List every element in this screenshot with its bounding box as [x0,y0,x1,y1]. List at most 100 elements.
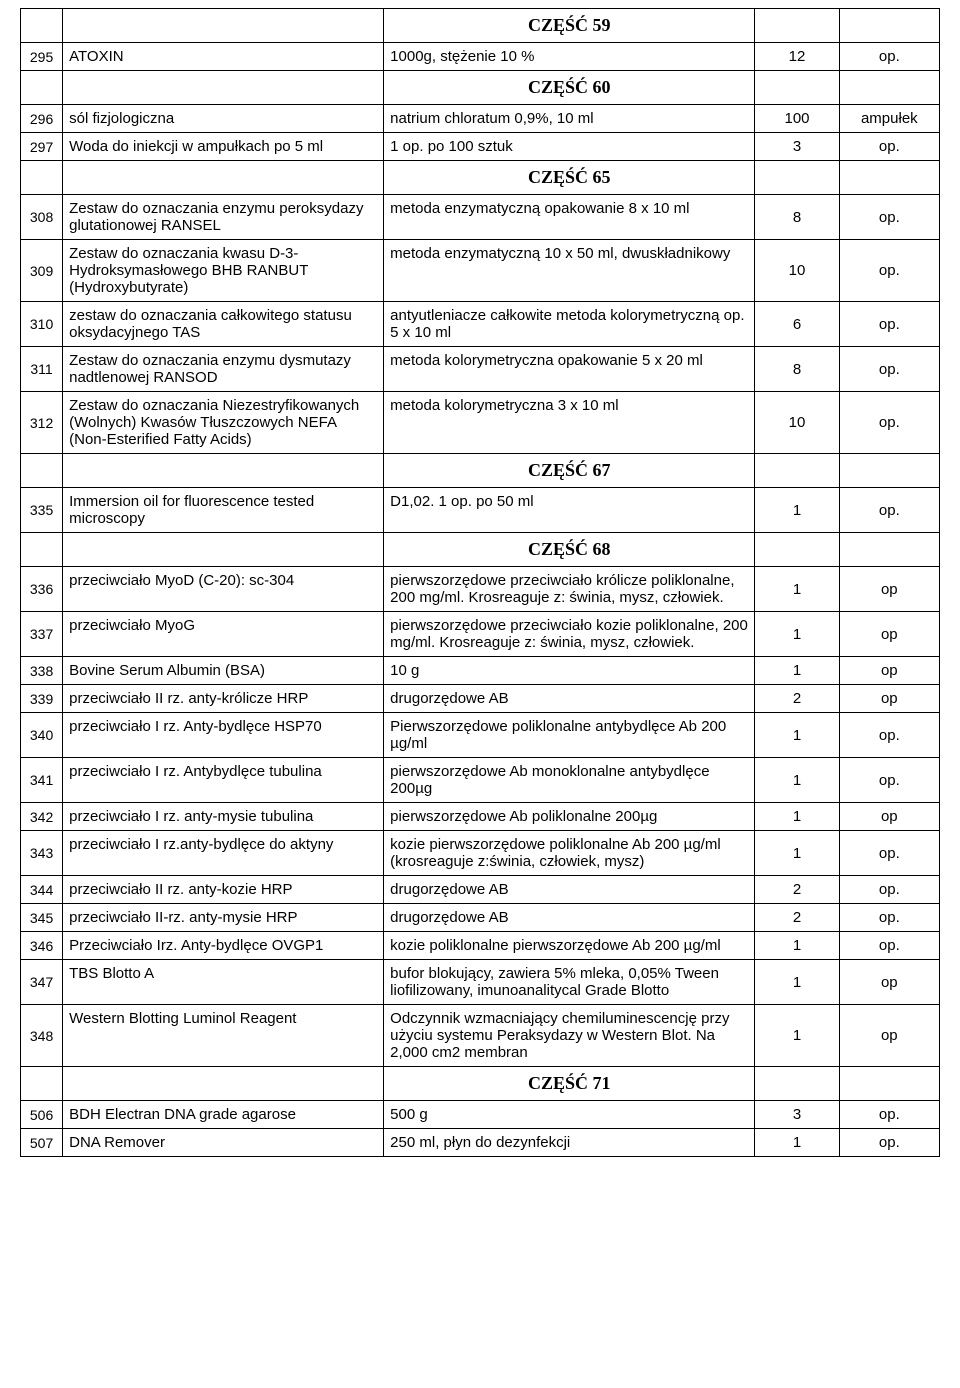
row-desc: 10 g [384,657,755,685]
row-qty: 6 [755,302,839,347]
row-num: 312 [21,392,63,454]
row-num: 346 [21,932,63,960]
row-qty [755,533,839,567]
row-qty: 1 [755,1129,839,1157]
row-name [63,533,384,567]
table-body: CZĘŚĆ 59295ATOXIN1000g, stężenie 10 %12o… [21,9,940,1157]
table-row: 296sól fizjologicznanatrium chloratum 0,… [21,105,940,133]
row-num: 340 [21,713,63,758]
row-name: przeciwciało II rz. anty-królicze HRP [63,685,384,713]
row-desc: metoda enzymatyczną opakowanie 8 x 10 ml [384,195,755,240]
row-desc: antyutleniacze całkowite metoda koloryme… [384,302,755,347]
section-title: CZĘŚĆ 68 [384,533,755,567]
row-name [63,1067,384,1101]
section-title: CZĘŚĆ 60 [384,71,755,105]
row-name: Woda do iniekcji w ampułkach po 5 ml [63,133,384,161]
row-name: Immersion oil for fluorescence tested mi… [63,488,384,533]
row-unit [839,161,939,195]
row-desc: metoda kolorymetryczna opakowanie 5 x 20… [384,347,755,392]
row-desc: pierwszorzędowe Ab poliklonalne 200µg [384,803,755,831]
row-unit: op. [839,133,939,161]
table-row: 507DNA Remover250 ml, płyn do dezynfekcj… [21,1129,940,1157]
table-row: 343przeciwciało I rz.anty-bydlęce do akt… [21,831,940,876]
row-unit: op. [839,488,939,533]
row-unit: op. [839,347,939,392]
row-name: Zestaw do oznaczania enzymu dysmutazy na… [63,347,384,392]
row-name: DNA Remover [63,1129,384,1157]
row-qty: 1 [755,831,839,876]
row-unit: op. [839,1101,939,1129]
section-title: CZĘŚĆ 59 [384,9,755,43]
row-num: 348 [21,1005,63,1067]
row-unit: op [839,1005,939,1067]
table-row: 340przeciwciało I rz. Anty-bydlęce HSP70… [21,713,940,758]
row-num: 295 [21,43,63,71]
row-num [21,1067,63,1101]
row-desc: drugorzędowe AB [384,876,755,904]
row-desc: metoda kolorymetryczna 3 x 10 ml [384,392,755,454]
row-name: przeciwciało II-rz. anty-mysie HRP [63,904,384,932]
table-row: 347TBS Blotto Abufor blokujący, zawiera … [21,960,940,1005]
table-row: CZĘŚĆ 71 [21,1067,940,1101]
section-title: CZĘŚĆ 65 [384,161,755,195]
row-qty: 1 [755,612,839,657]
table-row: CZĘŚĆ 60 [21,71,940,105]
row-desc: D1,02. 1 op. po 50 ml [384,488,755,533]
row-qty: 8 [755,347,839,392]
table-row: 336 przeciwciało MyoD (C-20): sc-304pier… [21,567,940,612]
row-unit: op [839,685,939,713]
table-row: 346Przeciwciało Irz. Anty-bydlęce OVGP1k… [21,932,940,960]
row-name: przeciwciało I rz.anty-bydlęce do aktyny [63,831,384,876]
row-num: 336 [21,567,63,612]
row-num: 338 [21,657,63,685]
row-qty: 3 [755,1101,839,1129]
row-unit: op. [839,758,939,803]
table-row: 345przeciwciało II-rz. anty-mysie HRPdru… [21,904,940,932]
row-unit: op [839,612,939,657]
row-name: Western Blotting Luminol Reagent [63,1005,384,1067]
row-qty: 8 [755,195,839,240]
row-unit: op. [839,904,939,932]
row-name: przeciwciało II rz. anty-kozie HRP [63,876,384,904]
table-row: 295ATOXIN1000g, stężenie 10 %12op. [21,43,940,71]
row-desc: 1000g, stężenie 10 % [384,43,755,71]
row-desc: 1 op. po 100 sztuk [384,133,755,161]
row-name: przeciwciało MyoD (C-20): sc-304 [63,567,384,612]
row-unit: op. [839,302,939,347]
row-num: 345 [21,904,63,932]
row-unit: op [839,960,939,1005]
row-desc: natrium chloratum 0,9%, 10 ml [384,105,755,133]
row-num [21,161,63,195]
row-num: 337 [21,612,63,657]
row-num: 296 [21,105,63,133]
row-qty: 1 [755,758,839,803]
row-name: Przeciwciało Irz. Anty-bydlęce OVGP1 [63,932,384,960]
row-unit [839,1067,939,1101]
row-name [63,9,384,43]
row-qty: 1 [755,960,839,1005]
row-name: przeciwciało MyoG [63,612,384,657]
row-name: BDH Electran DNA grade agarose [63,1101,384,1129]
row-qty: 10 [755,240,839,302]
table-row: 337 przeciwciało MyoGpierwszorzędowe prz… [21,612,940,657]
row-num [21,533,63,567]
row-unit [839,71,939,105]
table-row: CZĘŚĆ 59 [21,9,940,43]
row-name: ATOXIN [63,43,384,71]
row-num: 339 [21,685,63,713]
row-unit: op. [839,1129,939,1157]
table-row: 297Woda do iniekcji w ampułkach po 5 ml1… [21,133,940,161]
table-row: 339przeciwciało II rz. anty-królicze HRP… [21,685,940,713]
section-title: CZĘŚĆ 67 [384,454,755,488]
row-unit: op. [839,392,939,454]
row-name [63,454,384,488]
row-qty [755,454,839,488]
row-desc: Odczynnik wzmacniający chemiluminescencj… [384,1005,755,1067]
row-num [21,71,63,105]
table-row: 348Western Blotting Luminol ReagentOdczy… [21,1005,940,1067]
row-qty: 1 [755,1005,839,1067]
row-qty: 2 [755,904,839,932]
row-desc: metoda enzymatyczną 10 x 50 ml, dwuskład… [384,240,755,302]
row-qty: 1 [755,657,839,685]
row-unit: op. [839,932,939,960]
